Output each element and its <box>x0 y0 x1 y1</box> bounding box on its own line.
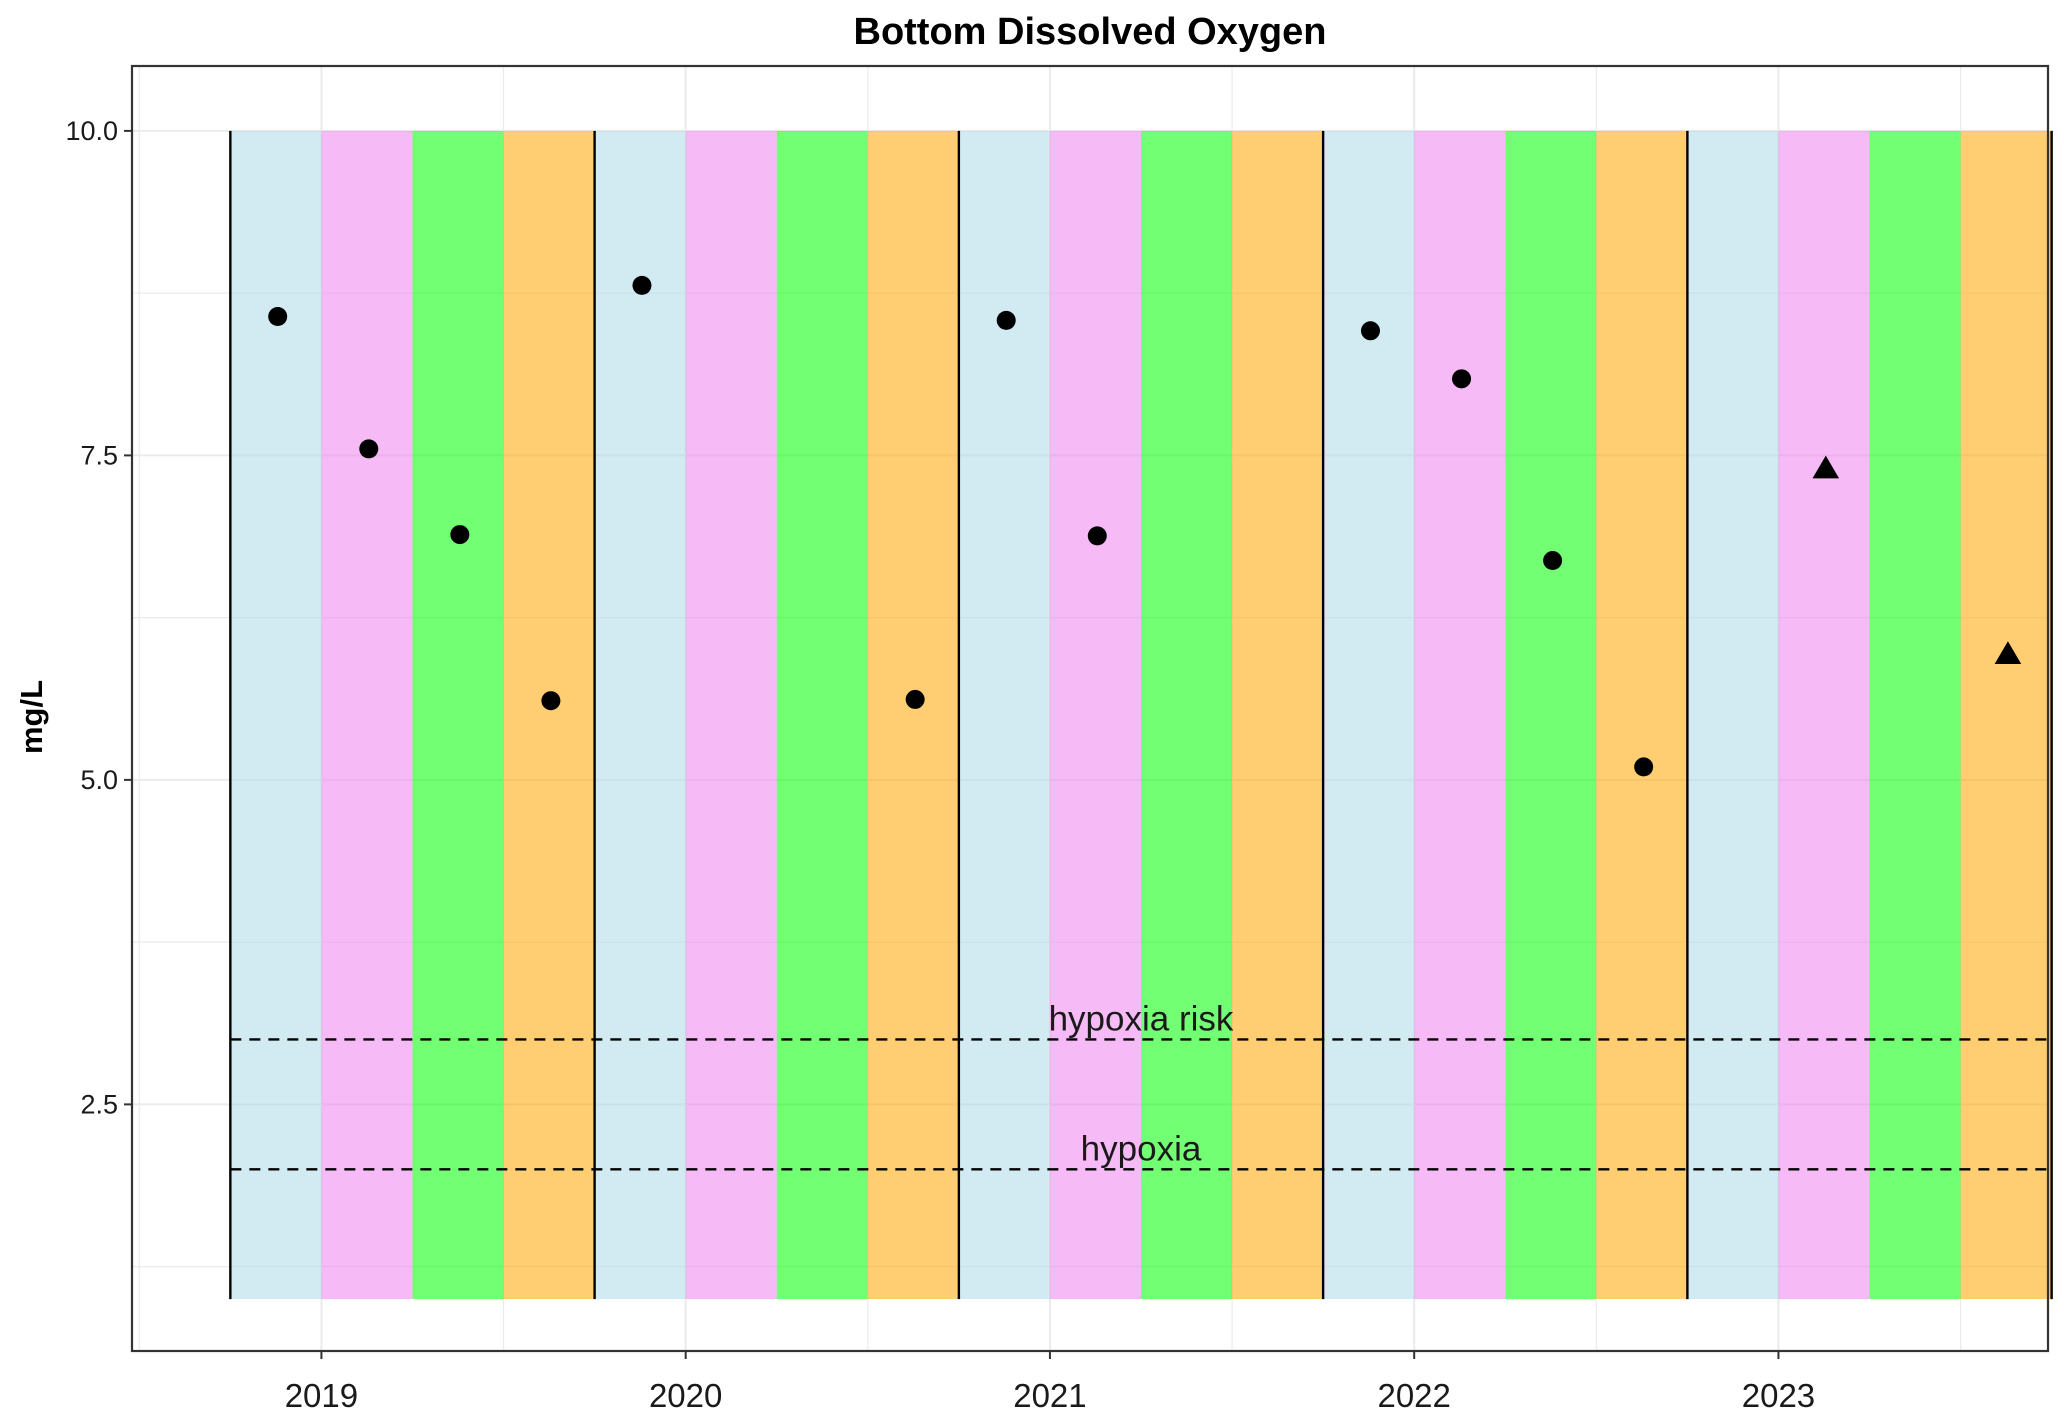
reference-line-label: hypoxia risk <box>1049 999 1234 1038</box>
data-point <box>359 439 379 459</box>
season-bands <box>230 130 2052 1300</box>
season-band <box>503 130 595 1300</box>
x-tick-label: 2022 <box>1377 1377 1450 1414</box>
x-tick-label: 2019 <box>285 1377 358 1414</box>
season-band <box>1323 130 1415 1300</box>
data-point-triangle <box>1994 641 2022 664</box>
season-band <box>1414 130 1506 1300</box>
season-band <box>1960 130 2052 1300</box>
x-tick-label: 2020 <box>649 1377 722 1414</box>
y-tick-label: 5.0 <box>80 765 118 795</box>
data-point <box>1452 369 1472 389</box>
data-point <box>1543 551 1563 571</box>
y-tick-label: 7.5 <box>80 440 118 470</box>
season-band <box>1049 130 1141 1300</box>
data-point <box>905 689 925 709</box>
season-band <box>958 130 1050 1300</box>
data-point-triangle <box>1812 455 1840 479</box>
reference-lines: hypoxia risk hypoxia <box>230 999 2052 1171</box>
season-band <box>1869 130 1961 1300</box>
data-point <box>268 307 288 327</box>
season-band <box>594 130 686 1300</box>
season-band <box>1140 130 1233 1300</box>
data-point <box>1087 526 1107 546</box>
season-band <box>776 130 868 1300</box>
season-band <box>412 130 504 1300</box>
data-point <box>541 691 561 711</box>
data-point <box>996 310 1016 330</box>
season-band <box>1232 130 1324 1300</box>
season-band <box>1596 130 1688 1300</box>
season-band <box>1778 130 1870 1300</box>
data-point <box>632 275 652 295</box>
season-band <box>1505 130 1597 1300</box>
season-band <box>685 130 777 1300</box>
season-band <box>867 130 959 1300</box>
chart-title: Bottom Dissolved Oxygen <box>854 11 1327 53</box>
year-dividers <box>229 130 2053 1300</box>
y-tick-label: 2.5 <box>80 1089 118 1119</box>
data-points <box>268 275 2022 777</box>
data-point <box>450 525 470 545</box>
reference-line-label: hypoxia <box>1081 1129 1202 1168</box>
panel-border <box>130 64 2050 1353</box>
season-band <box>1687 130 1779 1300</box>
y-axis: 2.5 5.0 7.5 10.0 <box>65 116 132 1119</box>
data-point <box>1634 757 1654 777</box>
x-tick-label: 2023 <box>1742 1377 1815 1414</box>
season-band <box>230 130 322 1300</box>
y-tick-label: 10.0 <box>65 116 118 146</box>
season-band <box>321 130 413 1300</box>
x-axis: 2019 2020 2021 2022 2023 <box>285 1351 1815 1414</box>
data-point <box>1360 321 1380 341</box>
y-axis-label: mg/L <box>14 680 49 754</box>
x-tick-label: 2021 <box>1013 1377 1086 1414</box>
